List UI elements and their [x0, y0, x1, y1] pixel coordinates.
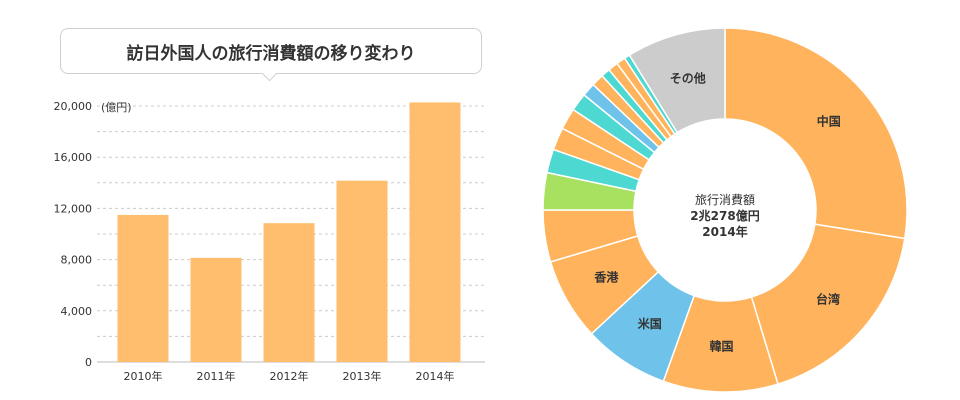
slice-label: その他	[670, 71, 706, 86]
bar	[190, 257, 242, 362]
x-tick-labels: 2010年 2011年 2012年 2013年 2014年	[124, 369, 455, 383]
x-tick-label: 2013年	[343, 369, 382, 383]
center-label-total: 2兆278億円	[690, 209, 760, 223]
y-tick-label: 8,000	[61, 254, 93, 267]
center-label-title: 旅行消費額	[694, 193, 755, 207]
x-tick-label: 2012年	[270, 369, 309, 383]
x-tick-label: 2014年	[416, 369, 455, 383]
y-tick-labels: 0 4,000 8,000 12,000 16,000 20,000	[54, 100, 93, 369]
donut-slices	[542, 27, 908, 393]
bar	[117, 214, 169, 362]
y-tick-label: 20,000	[54, 100, 93, 113]
donut-slice	[628, 27, 726, 134]
y-tick-label: 12,000	[54, 202, 93, 215]
donut-slice	[724, 27, 908, 240]
slice-label: 中国	[817, 113, 841, 128]
y-tick-label: 16,000	[54, 151, 93, 164]
y-tick-label: 0	[85, 356, 92, 369]
slice-label: 韓国	[710, 338, 734, 353]
slice-label: 香港	[593, 270, 619, 285]
y-tick-label: 4,000	[61, 305, 93, 318]
y-axis-unit-label: (億円)	[101, 101, 132, 114]
bar	[336, 180, 388, 362]
chart-title: 訪日外国人の旅行消費額の移り変わり	[60, 28, 482, 74]
bar-chart: 0 4,000 8,000 12,000 16,000 20,000 2010年 2011年…	[54, 100, 485, 383]
slice-label: 米国	[638, 316, 662, 331]
donut-center-label: 旅行消費額 2兆278億円 2014年	[640, 192, 810, 240]
x-tick-label: 2010年	[124, 369, 163, 383]
bar	[409, 102, 461, 363]
center-label-year: 2014年	[702, 225, 748, 239]
donut-slice	[750, 223, 906, 386]
slice-label: 台湾	[816, 292, 840, 307]
x-tick-label: 2011年	[197, 369, 236, 383]
bar	[263, 223, 315, 362]
bars	[117, 102, 461, 363]
